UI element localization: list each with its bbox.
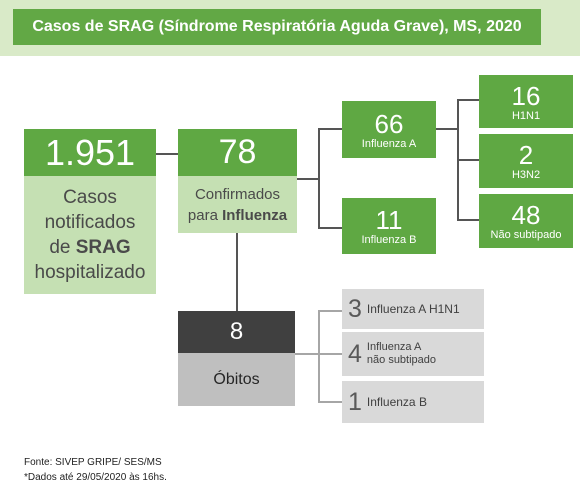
connector-deaths-breakdown — [295, 353, 319, 355]
flu-a-label: Influenza A — [361, 137, 417, 150]
death-breakdown-flu-b-label: Influenza B — [366, 395, 427, 409]
h1n1-label: H1N1 — [511, 109, 541, 122]
death-breakdown-h1n1-count: 3 — [348, 294, 362, 323]
connector-to-flu-b — [318, 227, 342, 229]
connector-to-not-subtyped — [457, 219, 479, 221]
confirmed-line-1: Confirmados — [194, 185, 281, 203]
deaths-label: Óbitos — [178, 353, 295, 406]
footer-source: Fonte: SIVEP GRIPE/ SES/MS — [24, 457, 162, 468]
connector-to-death-2 — [318, 353, 342, 355]
flu-b-count: 11 — [375, 205, 403, 235]
footer-note: *Dados até 29/05/2020 às 16hs. — [24, 472, 167, 483]
connector-flu-vertical — [318, 128, 320, 228]
not-subtyped-box: 48 Não subtipado — [479, 194, 573, 248]
h3n2-box: 2 H3N2 — [479, 134, 573, 188]
confirmed-count: 78 — [178, 129, 297, 176]
flu-b-label: Influenza B — [361, 234, 417, 246]
notified-line-3: de SRAG — [49, 237, 131, 258]
notified-line-4: hospitalizado — [34, 262, 146, 283]
connector-to-death-3 — [318, 401, 342, 403]
death-breakdown-not-subtyped-label: Influenza A não subtipado — [366, 341, 437, 366]
h3n2-count: 2 — [518, 140, 534, 170]
notified-line-2: notificados — [44, 212, 136, 233]
connector-confirmed-flu — [297, 178, 319, 180]
flu-a-box: 66 Influenza A — [342, 101, 436, 158]
notified-count: 1.951 — [24, 129, 156, 176]
connector-to-flu-a — [318, 128, 342, 130]
h1n1-count: 16 — [511, 80, 541, 111]
page-title: Casos de SRAG (Síndrome Respiratória Agu… — [13, 9, 541, 45]
not-subtyped-count: 48 — [511, 200, 541, 230]
connector-notified-confirmed — [156, 153, 178, 155]
confirmed-line-2: para Influenza — [187, 206, 288, 224]
flu-b-box: 11 Influenza B — [342, 198, 436, 254]
h3n2-label: H3N2 — [511, 169, 541, 181]
not-subtyped-label: Não subtipado — [490, 229, 562, 241]
death-breakdown-flu-b-count: 1 — [348, 387, 362, 416]
flu-a-count: 66 — [374, 108, 404, 139]
death-breakdown-h1n1-label: Influenza A H1N1 — [366, 302, 460, 316]
death-breakdown-h1n1: 3 Influenza A H1N1 — [342, 289, 484, 329]
notified-label: Casos notificados de SRAG hospitalizado — [24, 176, 156, 294]
deaths-count: 8 — [178, 311, 295, 353]
connector-to-h3n2 — [457, 159, 479, 161]
death-breakdown-not-subtyped: 4 Influenza A não subtipado — [342, 332, 484, 376]
death-breakdown-not-subtyped-count: 4 — [348, 339, 362, 368]
connector-confirmed-deaths — [236, 233, 238, 311]
notified-line-1: Casos — [63, 187, 117, 208]
connector-to-h1n1 — [457, 99, 479, 101]
confirmed-label: Confirmados para Influenza — [178, 176, 297, 233]
connector-flu-a-sub — [436, 128, 458, 130]
death-breakdown-flu-b: 1 Influenza B — [342, 381, 484, 423]
connector-breakdown-vertical — [318, 310, 320, 402]
connector-to-death-1 — [318, 310, 342, 312]
h1n1-box: 16 H1N1 — [479, 75, 573, 128]
